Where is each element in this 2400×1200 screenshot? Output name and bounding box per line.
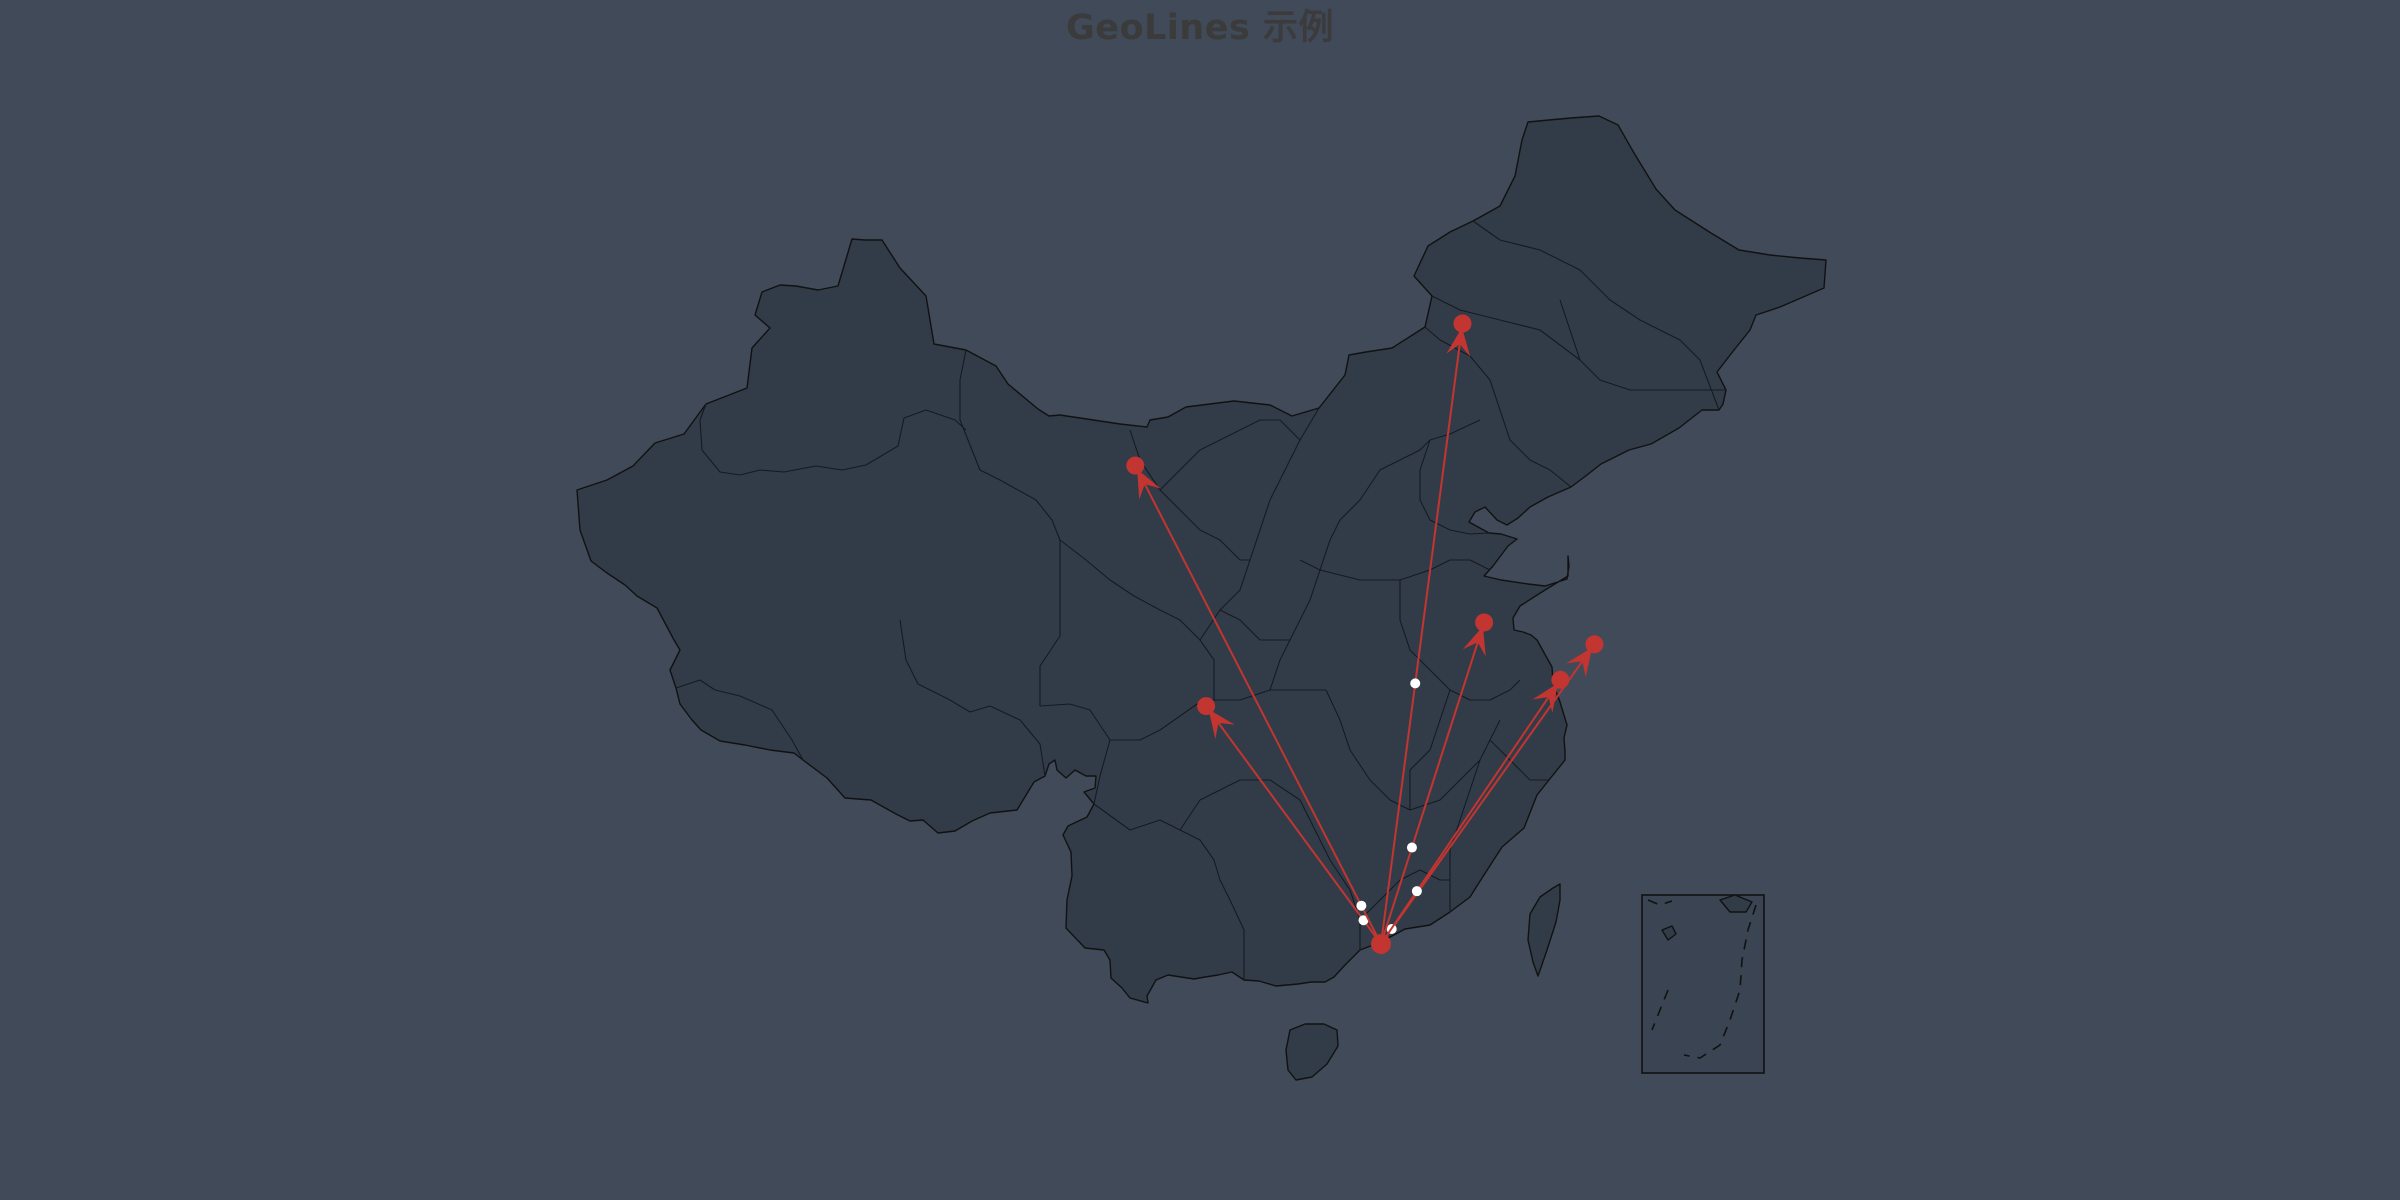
route-line-2: [1380, 323, 1464, 945]
city-marker-6[interactable]: [1126, 456, 1145, 475]
arrow-icon: [1462, 626, 1486, 657]
route-effect-dot-2: [1410, 678, 1421, 689]
china-landmass: [576, 115, 1827, 1081]
route-line-5: [1380, 622, 1486, 945]
arrow-icon: [1566, 647, 1593, 678]
taiwan-island: [1527, 883, 1561, 977]
route-effect-dot-3: [1411, 886, 1422, 897]
city-marker-5[interactable]: [1475, 613, 1494, 632]
arrow-icon: [1532, 683, 1559, 714]
chart-title: GeoLines 示例: [1066, 8, 1334, 48]
route-lines: [1134, 323, 1596, 945]
city-marker-3[interactable]: [1551, 670, 1570, 689]
city-markers: [1126, 314, 1604, 954]
route-effect-dot-5: [1406, 842, 1417, 853]
arrow-icon: [1446, 327, 1471, 357]
arrow-icon: [1137, 469, 1161, 500]
hainan-island: [1285, 1023, 1339, 1081]
route-line-4: [1205, 705, 1382, 945]
route-line-6: [1134, 465, 1382, 945]
route-effect-dot-4: [1358, 915, 1369, 926]
origin-city-marker[interactable]: [1371, 933, 1392, 954]
province-borders: [675, 220, 1726, 980]
city-marker-1[interactable]: [1585, 635, 1604, 654]
mainland-china: [576, 115, 1827, 1004]
route-effect-dot-6: [1356, 900, 1367, 911]
route-line-3: [1380, 679, 1562, 945]
arrow-icon: [1208, 709, 1235, 739]
south-china-sea-inset: [1641, 894, 1765, 1074]
city-marker-2[interactable]: [1453, 314, 1472, 333]
